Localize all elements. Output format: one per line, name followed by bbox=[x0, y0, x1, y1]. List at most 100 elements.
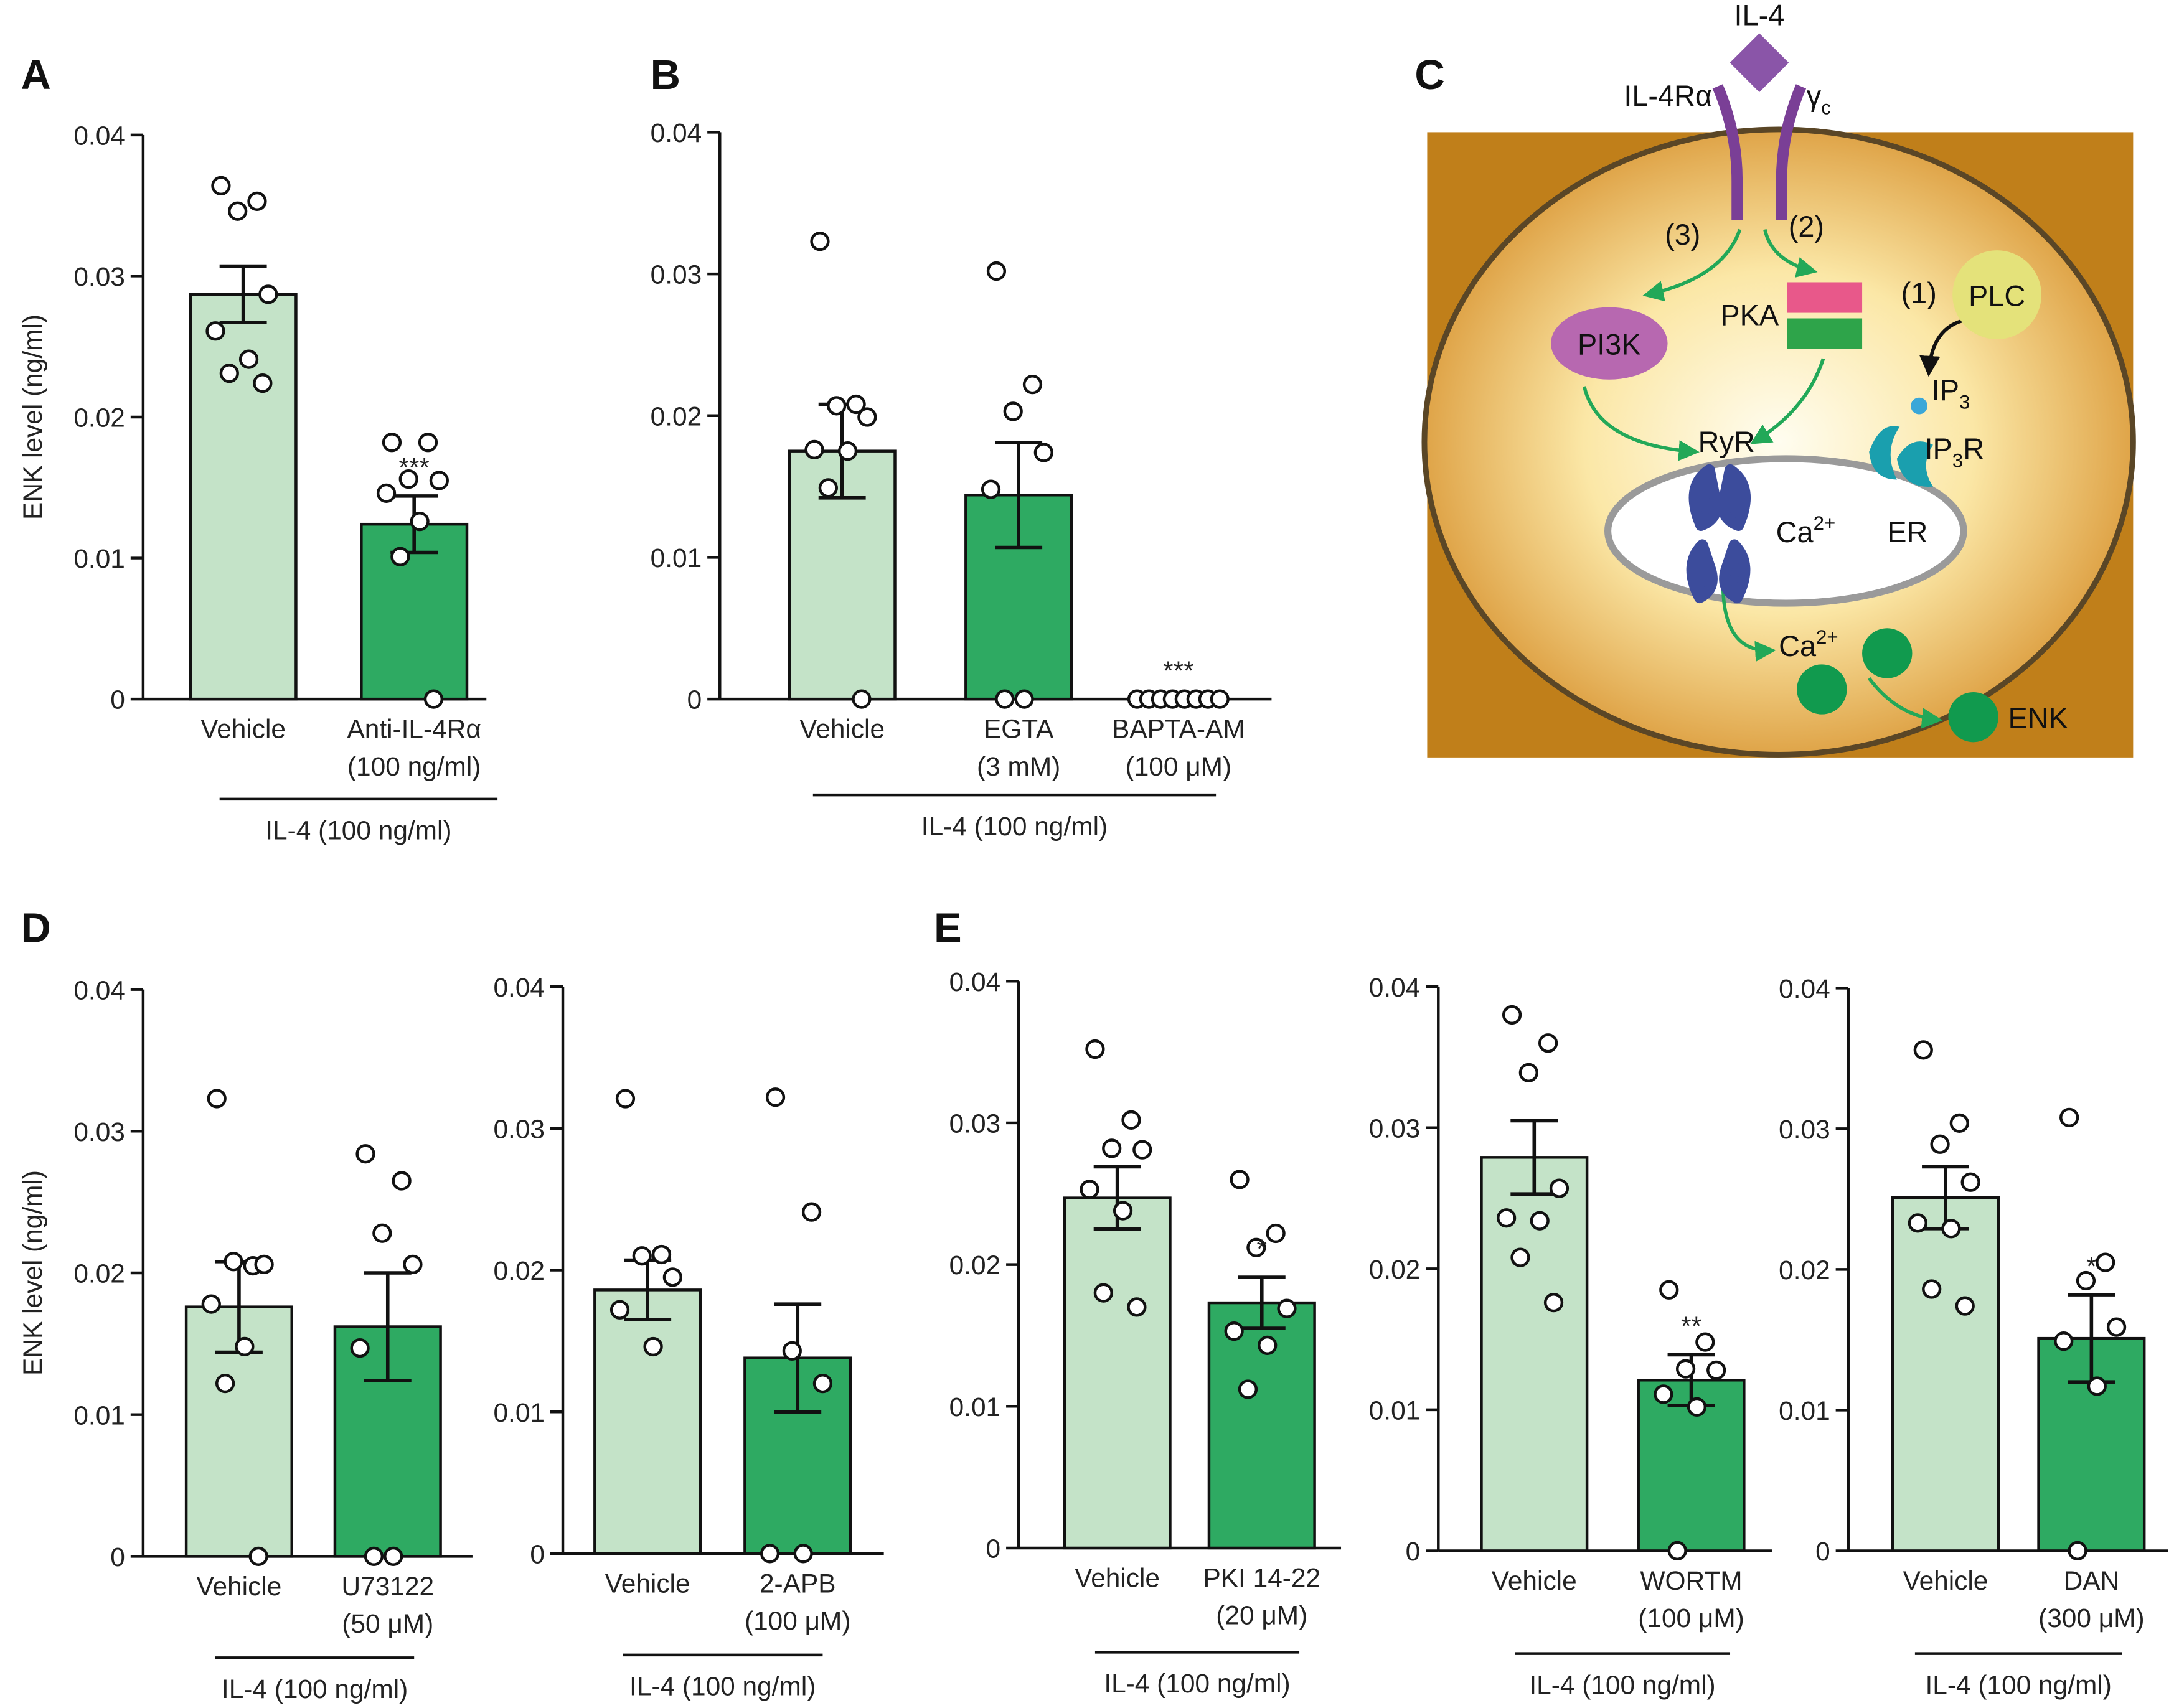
data-point bbox=[857, 407, 877, 427]
y-tick-label: 0 bbox=[110, 685, 125, 715]
data-point bbox=[1246, 1237, 1266, 1257]
receptor bbox=[1712, 84, 1807, 220]
data-point bbox=[1543, 1293, 1564, 1313]
panel-label: D bbox=[21, 905, 50, 952]
data-point bbox=[1121, 1110, 1141, 1130]
plc-shape bbox=[1952, 250, 2042, 339]
y-tick-label: 0.04 bbox=[1369, 973, 1421, 1002]
data-point bbox=[1238, 1379, 1258, 1399]
data-point bbox=[810, 232, 830, 251]
arrow bbox=[1642, 228, 1742, 302]
x-tick-label: 2-APB bbox=[760, 1569, 836, 1598]
y-tick-label: 0.03 bbox=[493, 1114, 545, 1143]
x-tick-label: Vehicle bbox=[200, 715, 286, 744]
label: ENK bbox=[2008, 702, 2068, 734]
significance: *** bbox=[1163, 656, 1194, 685]
data-point bbox=[2076, 1270, 2096, 1291]
arrow bbox=[1721, 576, 1776, 662]
group-label: IL-4 (100 ng/ml) bbox=[1926, 1670, 2112, 1699]
panel-label: C bbox=[1414, 52, 1444, 98]
data-point bbox=[760, 1544, 780, 1564]
enk-vesicle bbox=[1797, 664, 1847, 715]
label: PLC bbox=[1969, 279, 2025, 312]
label: γc bbox=[1807, 80, 1831, 118]
group-label: IL-4 (100 ng/ml) bbox=[921, 812, 1108, 841]
y-tick-label: 0.03 bbox=[1369, 1114, 1421, 1143]
x-tick-label: BAPTA-AM bbox=[1112, 715, 1245, 744]
data-point bbox=[1538, 1033, 1558, 1053]
data-point bbox=[804, 439, 824, 460]
y-tick-label: 0.03 bbox=[73, 262, 125, 291]
data-point bbox=[1266, 1223, 1286, 1244]
data-point bbox=[981, 479, 1001, 499]
group-label: IL-4 (100 ng/ml) bbox=[1104, 1669, 1290, 1698]
y-tick-label: 0 bbox=[1815, 1537, 1830, 1566]
data-point bbox=[643, 1336, 663, 1357]
x-tick-label: Vehicle bbox=[799, 715, 885, 744]
label: R bbox=[1963, 433, 1984, 465]
data-point bbox=[827, 396, 847, 416]
data-point bbox=[429, 471, 449, 490]
label: PI3K bbox=[1578, 329, 1641, 361]
x-tick-label: Anti-IL-4Rα bbox=[347, 715, 481, 744]
data-point bbox=[1033, 443, 1053, 462]
x-tick-label: (100 μM) bbox=[1126, 752, 1232, 781]
data-point bbox=[1654, 1384, 1673, 1404]
data-point bbox=[2054, 1331, 2074, 1351]
data-point bbox=[1667, 1541, 1687, 1561]
label: 2+ bbox=[1814, 512, 1836, 534]
data-point bbox=[1080, 1180, 1099, 1199]
y-tick-label: 0.02 bbox=[73, 403, 125, 433]
data-point bbox=[1258, 1335, 1278, 1356]
data-point bbox=[986, 261, 1007, 281]
group-label: IL-4 (100 ng/ml) bbox=[629, 1672, 816, 1701]
label: Ca bbox=[1779, 630, 1817, 662]
y-tick-label: 0 bbox=[1406, 1537, 1421, 1566]
bar bbox=[1891, 1196, 2000, 1552]
x-tick-label: Vehicle bbox=[1903, 1566, 1988, 1595]
label: IP bbox=[1925, 433, 1952, 465]
enk-vesicle bbox=[1948, 692, 1998, 743]
bar bbox=[1063, 1196, 1172, 1550]
data-point bbox=[662, 1267, 682, 1287]
pathway-diagram: C IL-4 IL-4Rα γc (3) (2) (1) PLC PI3K PK… bbox=[1414, 0, 2136, 758]
data-point bbox=[1706, 1360, 1726, 1381]
significance: ** bbox=[1681, 1312, 1701, 1341]
data-point bbox=[1014, 689, 1034, 709]
data-point bbox=[376, 483, 397, 503]
x-tick-label: (3 mM) bbox=[977, 752, 1060, 781]
data-point bbox=[1230, 1170, 1250, 1190]
y-tick-label: 0 bbox=[687, 685, 702, 715]
label: (2) bbox=[1789, 210, 1824, 243]
data-point bbox=[1518, 1063, 1538, 1082]
data-point bbox=[852, 689, 872, 709]
data-point bbox=[248, 1546, 268, 1566]
data-point bbox=[1949, 1113, 1969, 1133]
y-tick-label: 0.01 bbox=[1779, 1396, 1830, 1425]
y-tick-label: 0.01 bbox=[949, 1392, 1001, 1422]
y-tick-label: 0 bbox=[986, 1534, 1001, 1564]
data-point bbox=[1102, 1138, 1122, 1158]
data-point bbox=[1913, 1040, 1933, 1060]
data-point bbox=[2087, 1376, 2107, 1396]
data-point bbox=[615, 1089, 636, 1109]
y-tick-label: 0.02 bbox=[651, 401, 702, 431]
x-tick-label: Vehicle bbox=[197, 1572, 282, 1601]
bar bbox=[593, 1288, 702, 1556]
data-point bbox=[1510, 1247, 1530, 1267]
label: (1) bbox=[1901, 277, 1937, 309]
y-tick-label: 0.01 bbox=[1369, 1396, 1421, 1425]
data-point bbox=[812, 1374, 833, 1394]
x-tick-label: Vehicle bbox=[1492, 1566, 1577, 1595]
data-point bbox=[384, 1546, 403, 1566]
data-point bbox=[818, 478, 838, 498]
ip3r-shape bbox=[1869, 426, 1933, 487]
x-tick-label: WORTM bbox=[1640, 1566, 1742, 1595]
data-point bbox=[355, 1144, 375, 1164]
significance: * bbox=[2086, 1252, 2097, 1281]
group-label: IL-4 (100 ng/ml) bbox=[265, 816, 451, 845]
y-tick-label: 0.04 bbox=[651, 118, 702, 148]
label: IL-4Rα bbox=[1624, 80, 1712, 112]
data-point bbox=[846, 394, 866, 415]
data-point bbox=[651, 1244, 672, 1265]
